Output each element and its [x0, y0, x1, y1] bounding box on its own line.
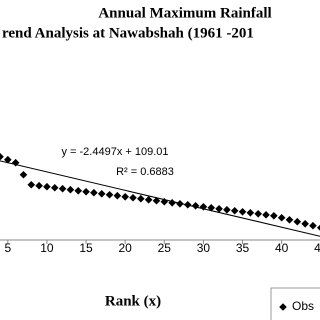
x-tick-label: 25 [158, 241, 172, 255]
data-point [82, 187, 90, 196]
chart-subtitle: rend Analysis at Nawabshah (1961 -201 [2, 25, 254, 41]
data-point [238, 208, 247, 216]
data-point [277, 213, 286, 222]
data-point [316, 224, 320, 231]
data-point [137, 194, 145, 203]
data-point [152, 196, 161, 205]
legend-box [270, 287, 320, 320]
data-point [90, 188, 98, 197]
data-point [113, 191, 122, 200]
data-point [27, 180, 36, 189]
x-tick-label: 15 [79, 241, 93, 255]
data-point [43, 182, 51, 191]
trend-line [0, 160, 320, 237]
data-point [207, 203, 216, 212]
data-point [129, 193, 137, 202]
data-point [199, 202, 208, 211]
data-point [270, 211, 278, 220]
data-point [121, 192, 129, 201]
legend-label: Obs [292, 299, 314, 313]
data-point [58, 184, 67, 193]
data-point [223, 205, 231, 214]
x-tick-label: 30 [197, 241, 211, 255]
x-tick-label: 20 [119, 241, 133, 255]
data-point [168, 198, 176, 207]
data-point [230, 206, 239, 215]
data-point [105, 190, 114, 199]
x-tick-label: 35 [236, 241, 250, 255]
data-point [191, 201, 200, 210]
x-tick-label: 10 [40, 241, 54, 255]
x-tick-label: 40 [275, 241, 289, 255]
x-axis-title: Rank (x) [105, 293, 161, 309]
legend-marker [279, 303, 287, 311]
trend-r2: R² = 0.6883 [116, 166, 174, 178]
data-point [246, 208, 255, 217]
trend-equation: y = -2.4497x + 109.01 [61, 146, 168, 158]
data-point [97, 189, 106, 198]
data-point [183, 200, 192, 209]
data-point [0, 152, 4, 161]
data-point [176, 199, 184, 208]
data-point [160, 197, 169, 206]
data-point [293, 217, 302, 226]
data-point [19, 170, 28, 179]
data-point [254, 209, 262, 218]
data-point [74, 186, 83, 195]
data-point [50, 183, 59, 192]
chart-title: Annual Maximum Rainfall [98, 5, 271, 21]
x-tick-label: 45 [314, 241, 320, 255]
data-point [301, 219, 309, 228]
x-tick-label: 5 [4, 241, 11, 255]
data-point [144, 195, 153, 204]
data-point [66, 185, 75, 194]
data-point [215, 205, 223, 213]
data-point [309, 221, 317, 230]
data-point [262, 211, 270, 219]
data-point [4, 155, 12, 164]
data-point [285, 215, 294, 224]
data-point [11, 158, 20, 167]
data-point [35, 181, 43, 190]
